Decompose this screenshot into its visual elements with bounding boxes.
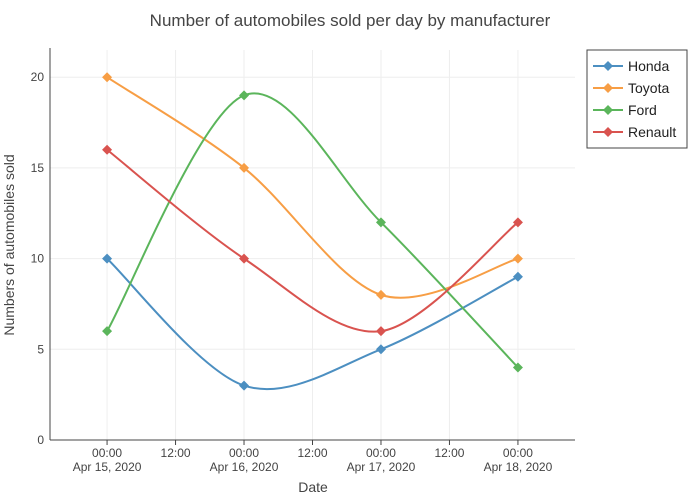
data-point-toyota[interactable] <box>512 253 523 264</box>
data-point-renault[interactable] <box>375 326 386 337</box>
chart-title: Number of automobiles sold per day by ma… <box>150 11 551 30</box>
y-axis-title: Numbers of automobiles sold <box>1 154 17 335</box>
legend-swatch-marker <box>603 83 613 93</box>
data-point-ford[interactable] <box>239 90 250 101</box>
series-ford[interactable] <box>102 90 523 373</box>
series-line-ford[interactable] <box>106 92 519 369</box>
legend-item-toyota[interactable]: Toyota <box>593 80 669 96</box>
x-tick-date-label: Apr 18, 2020 <box>484 460 553 474</box>
legend-swatch-marker <box>603 61 613 71</box>
x-tick-date-label: Apr 15, 2020 <box>73 460 142 474</box>
legend-label-ford: Ford <box>628 102 657 118</box>
data-point-toyota[interactable] <box>375 289 386 300</box>
legend[interactable]: Honda Toyota Ford Renault <box>586 49 688 149</box>
series-line-toyota[interactable] <box>106 76 519 299</box>
series-line-renault[interactable] <box>106 148 519 333</box>
series-layer[interactable] <box>102 72 523 391</box>
series-renault[interactable] <box>102 144 523 337</box>
data-point-renault[interactable] <box>239 253 250 264</box>
legend-label-toyota: Toyota <box>628 80 669 96</box>
x-tick-label: 12:00 <box>161 446 191 460</box>
x-tick-label: 12:00 <box>297 446 327 460</box>
legend-label-renault: Renault <box>628 124 676 140</box>
data-point-renault[interactable] <box>102 144 113 155</box>
x-tick-label: 00:00 <box>503 446 533 460</box>
legend-swatch-marker <box>603 105 613 115</box>
legend-item-renault[interactable]: Renault <box>593 124 676 140</box>
y-tick-label: 0 <box>37 433 44 447</box>
data-point-honda[interactable] <box>512 271 523 282</box>
y-tick-label: 5 <box>37 342 44 356</box>
legend-item-honda[interactable]: Honda <box>593 58 669 74</box>
x-tick-date-label: Apr 16, 2020 <box>210 460 279 474</box>
data-point-ford[interactable] <box>375 217 386 228</box>
data-point-toyota[interactable] <box>102 72 113 83</box>
series-honda[interactable] <box>102 253 523 391</box>
y-tick-label: 15 <box>31 161 45 175</box>
x-tick-label: 00:00 <box>366 446 396 460</box>
legend-swatch-marker <box>603 127 613 137</box>
data-point-ford[interactable] <box>512 362 523 373</box>
series-toyota[interactable] <box>102 72 523 300</box>
x-tick-label: 00:00 <box>92 446 122 460</box>
data-point-ford[interactable] <box>102 326 113 337</box>
x-tick-label: 12:00 <box>434 446 464 460</box>
y-tick-label: 10 <box>31 252 45 266</box>
x-tick-label: 00:00 <box>229 446 259 460</box>
data-point-honda[interactable] <box>239 380 250 391</box>
series-line-honda[interactable] <box>106 257 519 391</box>
y-tick-label: 20 <box>31 70 45 84</box>
x-axis-title: Date <box>298 479 328 495</box>
grid-layer <box>50 50 575 440</box>
legend-label-honda: Honda <box>628 58 669 74</box>
x-tick-date-label: Apr 17, 2020 <box>347 460 416 474</box>
data-point-toyota[interactable] <box>239 162 250 173</box>
data-point-honda[interactable] <box>375 344 386 355</box>
data-point-renault[interactable] <box>512 217 523 228</box>
legend-item-ford[interactable]: Ford <box>593 102 657 118</box>
data-point-honda[interactable] <box>102 253 113 264</box>
